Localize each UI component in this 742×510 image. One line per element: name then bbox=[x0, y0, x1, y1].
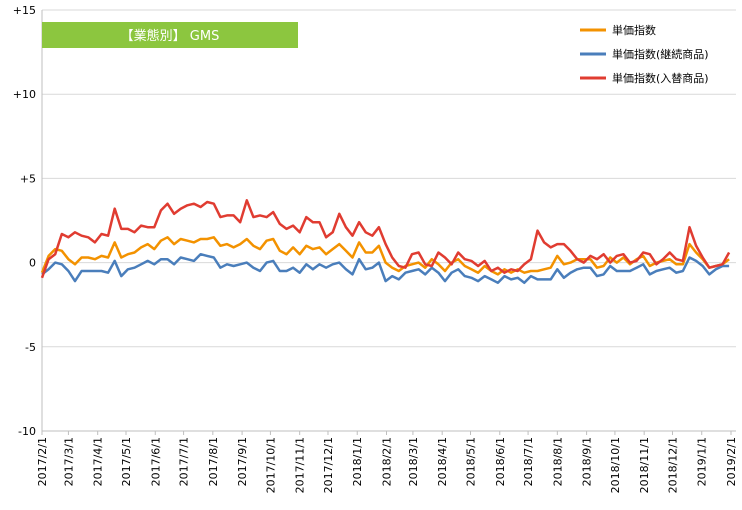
x-tick-label: 2017/7/1 bbox=[178, 437, 191, 486]
x-tick-label: 2018/9/1 bbox=[581, 437, 594, 486]
y-tick-label: -10 bbox=[18, 425, 36, 438]
x-tick-label: 2018/3/1 bbox=[407, 437, 420, 486]
x-tick-label: 2017/4/1 bbox=[92, 437, 105, 486]
x-tick-label: 2017/8/1 bbox=[207, 437, 220, 486]
legend-label: 単価指数 bbox=[612, 23, 656, 37]
x-tick-label: 2018/10/1 bbox=[609, 437, 622, 493]
y-tick-label: -5 bbox=[25, 341, 36, 354]
x-tick-label: 2018/6/1 bbox=[494, 437, 507, 486]
series-line bbox=[41, 252, 730, 285]
x-axis-ticks: 2017/2/1 2017/3/1 2017/4/1 2017/5/1 2017/6/1… bbox=[36, 431, 738, 493]
series-2 bbox=[41, 252, 730, 285]
title-box: 【業態別】 GMS bbox=[42, 22, 298, 48]
series-lines bbox=[40, 199, 731, 285]
legend-item: 単価指数 bbox=[580, 23, 656, 37]
x-tick-label: 2018/2/1 bbox=[381, 437, 394, 486]
x-tick-label: 2017/10/1 bbox=[264, 437, 277, 493]
legend-item: 単価指数(継続商品) bbox=[580, 47, 709, 61]
x-tick-label: 2018/4/1 bbox=[436, 437, 449, 486]
x-tick-label: 2018/5/1 bbox=[465, 437, 478, 486]
series-1 bbox=[40, 236, 730, 276]
x-tick-label: 2017/9/1 bbox=[236, 437, 249, 486]
x-tick-label: 2019/1/1 bbox=[696, 437, 709, 486]
y-tick-label: +5 bbox=[20, 172, 36, 185]
y-tick-label: +10 bbox=[13, 88, 36, 101]
series-line bbox=[40, 236, 730, 276]
title-background bbox=[42, 22, 298, 48]
legend-item: 単価指数(入替商品) bbox=[580, 71, 709, 85]
chart-title: 【業態別】 GMS bbox=[121, 28, 220, 44]
x-tick-label: 2017/6/1 bbox=[149, 437, 162, 486]
x-tick-label: 2019/2/1 bbox=[725, 437, 738, 486]
x-tick-label: 2017/12/1 bbox=[322, 437, 335, 493]
x-tick-label: 2017/11/1 bbox=[294, 437, 307, 493]
x-tick-label: 2017/3/1 bbox=[62, 437, 75, 486]
x-tick-label: 2018/8/1 bbox=[551, 437, 564, 486]
y-axis-ticks: +15 +10 +5 0 -5 -10 bbox=[13, 4, 36, 438]
legend-label: 単価指数(入替商品) bbox=[612, 71, 709, 85]
x-tick-label: 2018/12/1 bbox=[666, 437, 679, 493]
axes bbox=[41, 10, 736, 432]
y-tick-label: 0 bbox=[29, 257, 36, 270]
series-3 bbox=[40, 199, 731, 279]
x-tick-label: 2017/2/1 bbox=[36, 437, 49, 486]
legend-label: 単価指数(継続商品) bbox=[612, 47, 709, 61]
series-line bbox=[40, 199, 731, 279]
y-tick-label: +15 bbox=[13, 4, 36, 17]
x-tick-label: 2018/11/1 bbox=[638, 437, 651, 493]
x-tick-label: 2017/5/1 bbox=[120, 437, 133, 486]
x-tick-label: 2018/7/1 bbox=[522, 437, 535, 486]
x-tick-label: 2018/1/1 bbox=[351, 437, 364, 486]
